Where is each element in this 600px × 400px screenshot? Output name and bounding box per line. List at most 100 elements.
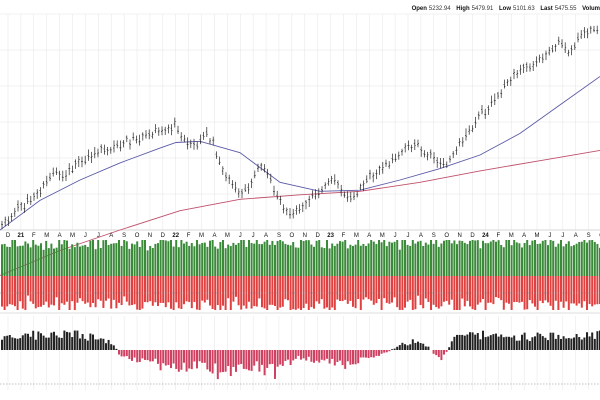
upper-bar-positive [385,246,388,276]
upper-bar-negative [466,276,469,301]
lower-bar-negative [440,350,443,361]
last-value: 5475.55 [554,6,577,12]
upper-bar-negative [352,276,354,307]
lower-bar-positive [115,348,118,350]
upper-bar-negative [424,276,427,299]
lower-bar-positive [68,332,71,350]
lower-bar-positive [596,331,599,350]
upper-bar-positive [450,243,453,276]
lower-bar-negative [180,350,183,370]
upper-bar-positive [398,249,401,276]
x-tick-label: D [316,233,321,239]
upper-bar-positive [63,240,66,276]
upper-bar-positive [214,246,217,276]
upper-bar-positive [406,244,409,276]
lower-bar-negative [190,350,193,370]
upper-bar-negative [53,276,55,306]
lower-bar-positive [37,331,40,350]
lower-bar-negative [131,350,133,361]
upper-bar-negative [190,276,193,309]
upper-bar-positive [586,242,588,276]
upper-bar-positive [476,240,479,276]
upper-bar-positive [432,243,435,276]
upper-bar-positive [466,244,469,276]
lower-bar-negative [138,350,141,362]
x-tick-label: N [457,233,461,239]
upper-bar-negative [63,276,66,305]
upper-bar-positive [593,241,596,276]
upper-bar-negative [419,276,422,306]
upper-bar-negative [45,276,48,302]
upper-bar-positive [440,243,443,276]
open-label: Open [411,6,427,12]
upper-bar-positive [76,242,79,276]
upper-bar-positive [482,240,484,276]
lower-bar-negative [339,350,341,361]
upper-bar-positive [50,243,53,276]
lower-bar-negative [120,350,123,357]
upper-bar-positive [16,246,19,276]
upper-bar-positive [40,243,42,276]
lower-bar-positive [565,338,568,350]
lower-bar-negative [224,350,227,372]
upper-bar-positive [430,240,432,276]
upper-bar-positive [461,241,464,276]
lower-bar-positive [427,346,430,350]
upper-bar-positive [479,248,482,276]
lower-bar-negative [320,350,323,360]
lower-bar-negative [284,350,287,361]
upper-bar-positive [250,243,253,276]
upper-bar-negative [375,276,378,304]
upper-bar-negative [284,276,287,300]
lower-bar-positive [469,332,471,350]
upper-bar-positive [185,241,188,276]
upper-bar-negative [253,276,256,307]
upper-bar-positive [47,248,50,276]
lower-bar-positive [55,335,58,350]
upper-bar-negative [560,276,562,302]
lower-bar-positive [422,343,425,350]
upper-bar-positive [287,244,289,276]
upper-bar-positive [474,240,477,276]
upper-bar-negative [170,276,172,309]
lower-bar-positive [53,331,55,350]
upper-bar-positive [375,244,378,276]
upper-bar-positive [177,247,180,276]
lower-bar-positive [552,332,555,350]
upper-bar-negative [237,276,240,306]
low-label: Low [499,6,512,12]
upper-bar-negative [583,276,586,302]
lower-bar-positive [560,338,562,350]
lower-bar-negative [162,350,165,364]
upper-bar-negative [71,276,74,302]
upper-bar-positive [154,243,157,276]
upper-bar-positive [534,240,536,276]
upper-bar-positive [45,240,48,276]
lower-bar-positive [508,336,510,350]
upper-bar-positive [424,242,427,276]
lower-bar-positive [471,332,474,350]
upper-bar-negative [294,276,297,310]
upper-bar-negative [131,276,133,306]
lower-bar-negative [258,350,261,372]
lower-bar-positive [107,339,110,350]
lower-bar-positive [539,333,542,350]
lower-bar-positive [479,339,482,350]
upper-bar-negative [175,276,178,303]
upper-bar-negative [102,276,105,308]
x-tick-label: O [290,233,295,239]
x-tick-label: 23 [327,233,334,239]
lower-bar-positive [463,335,466,350]
upper-bar-negative [565,276,568,302]
upper-bar-negative [105,276,107,301]
lower-bar-negative [341,350,344,366]
upper-bar-negative [40,276,42,307]
lower-bar-negative [274,350,276,379]
lower-bar-positive [492,334,495,350]
upper-bar-negative [567,276,570,310]
lower-bar-negative [172,350,175,364]
high-value: 5479.91 [471,6,494,12]
upper-bar-positive [502,247,505,276]
lower-bar-positive [112,345,115,350]
upper-bar-positive [469,240,471,276]
